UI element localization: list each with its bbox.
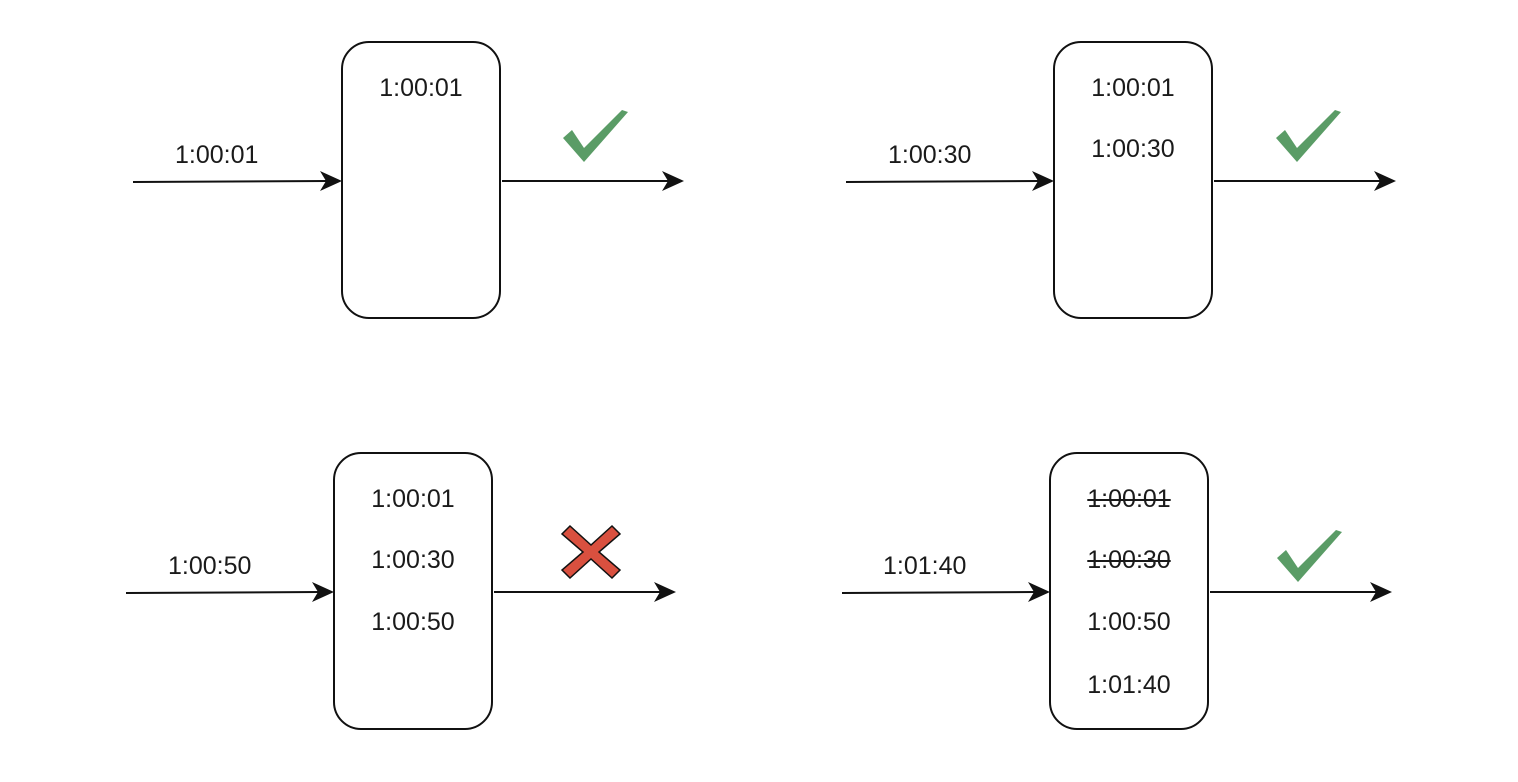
log-entry: 1:00:01 [379,74,463,102]
cross-icon [560,524,622,580]
log-entry: 1:00:01 [371,485,455,513]
incoming-request-label: 1:00:30 [888,141,972,169]
incoming-arrowhead [320,171,342,191]
outgoing-arrowhead [1374,171,1396,191]
log-entry: 1:00:30 [371,546,455,574]
checkmark-icon [1277,530,1342,582]
incoming-arrow [125,591,321,594]
incoming-arrow [841,591,1037,594]
log-entry: 1:00:50 [371,608,455,636]
checkmark-icon [1276,110,1341,162]
panel-2-arrows [845,171,1396,191]
incoming-arrowhead [312,582,334,602]
incoming-arrow [132,180,329,183]
expired-log-entry: 1:00:30 [1087,546,1171,574]
request-log-box: 1:00:01 1:00:30 [1053,41,1213,319]
incoming-arrowhead [1032,171,1054,191]
incoming-arrowhead [1028,582,1050,602]
request-log-box: 1:00:01 [341,41,501,319]
incoming-request-label: 1:00:50 [168,552,252,580]
log-entry: 1:00:50 [1087,608,1171,636]
incoming-request-label: 1:00:01 [175,141,259,169]
panel-4-arrows [841,582,1392,602]
request-log-box: 1:00:01 1:00:30 1:00:50 1:01:40 [1049,452,1209,730]
incoming-request-label: 1:01:40 [883,552,967,580]
outgoing-arrowhead [654,582,676,602]
outgoing-arrowhead [1370,582,1392,602]
log-entry: 1:00:30 [1091,135,1175,163]
outgoing-arrowhead [662,171,684,191]
expired-log-entry: 1:00:01 [1087,485,1171,513]
log-entry: 1:01:40 [1087,671,1171,699]
panel-1-arrows [132,171,684,191]
incoming-arrow [845,180,1041,183]
log-entry: 1:00:01 [1091,74,1175,102]
checkmark-icon [563,110,628,162]
panel-3-arrows [125,582,676,602]
request-log-box: 1:00:01 1:00:30 1:00:50 [333,452,493,730]
